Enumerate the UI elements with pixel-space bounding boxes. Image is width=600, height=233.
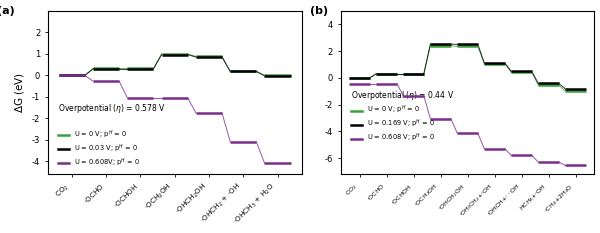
Legend: U = 0 V; p$^H$ = 0, U = 0.169 V; p$^H$ = 0, U = 0.608 V; p$^H$ = 0: U = 0 V; p$^H$ = 0, U = 0.169 V; p$^H$ =… xyxy=(349,102,437,146)
Legend: U = 0 V; p$^H$ = 0, U = 0.03 V; p$^H$ = 0, U = 0.608V; p$^H$ = 0: U = 0 V; p$^H$ = 0, U = 0.03 V; p$^H$ = … xyxy=(56,127,142,171)
Text: Overpotential ($\eta$) = 0.44 V: Overpotential ($\eta$) = 0.44 V xyxy=(351,89,454,102)
Text: (a): (a) xyxy=(0,6,15,16)
Text: Overpotential ($\eta$) = 0.578 V: Overpotential ($\eta$) = 0.578 V xyxy=(58,102,166,115)
Text: (b): (b) xyxy=(310,6,328,16)
Y-axis label: $\Delta$G (eV): $\Delta$G (eV) xyxy=(13,72,26,113)
